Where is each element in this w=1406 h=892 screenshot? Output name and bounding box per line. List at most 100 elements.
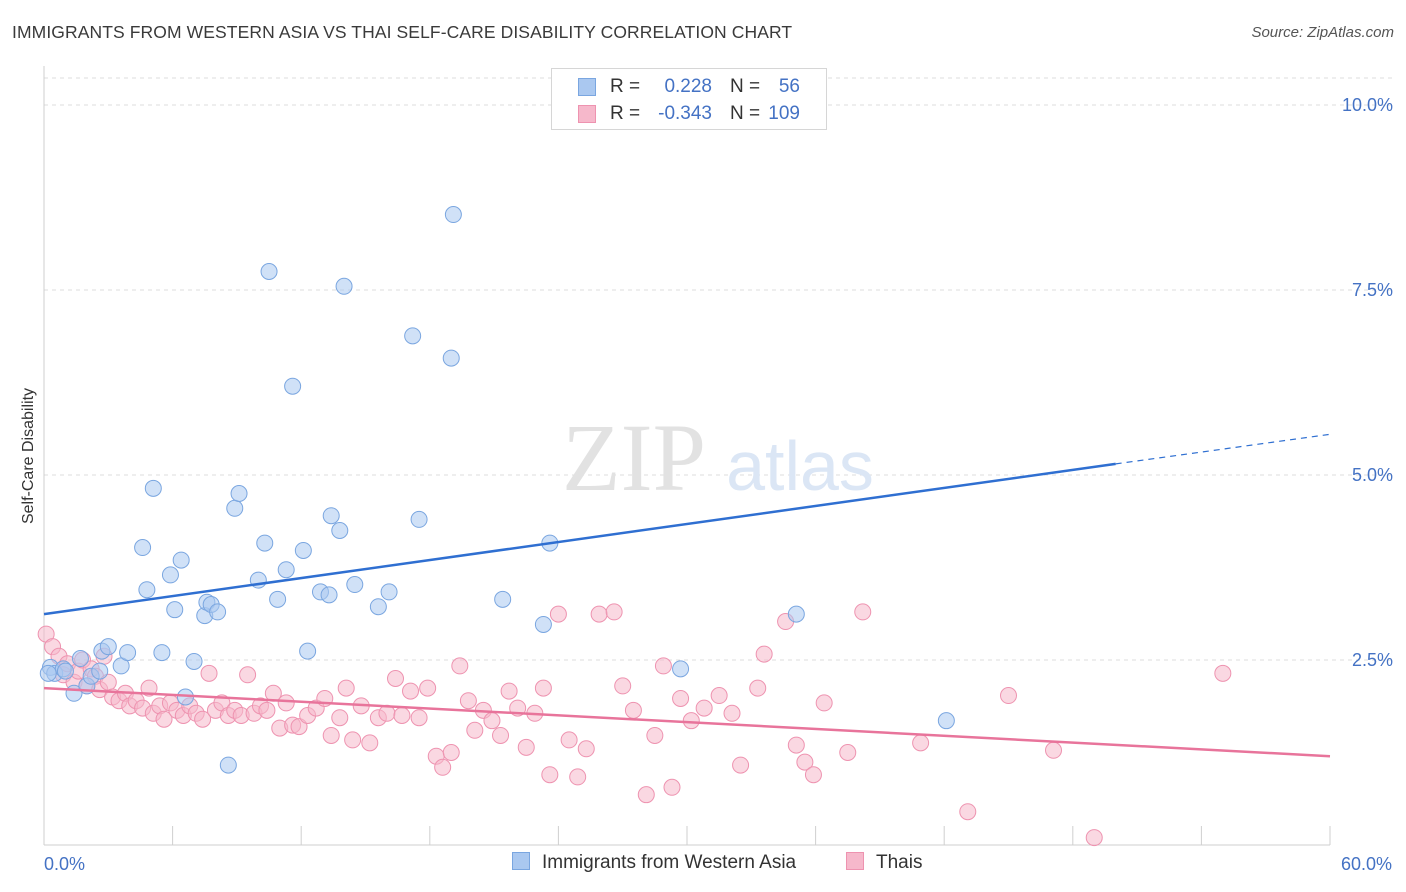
data-point [549, 605, 567, 623]
data-point [260, 263, 278, 280]
data-point [284, 377, 302, 395]
data-point [442, 744, 460, 761]
data-point [672, 689, 690, 707]
data-point [1214, 664, 1232, 682]
data-point [138, 581, 156, 599]
n-value: 56 [778, 76, 800, 97]
data-point [56, 662, 74, 680]
data-point [335, 277, 353, 295]
trend-line-western-asia [43, 462, 1116, 616]
data-point [419, 679, 437, 697]
data-point [134, 539, 152, 557]
data-point [682, 712, 700, 730]
data-point [155, 710, 173, 728]
data-point [387, 670, 405, 687]
legend-label: Immigrants from Western Asia [542, 852, 797, 873]
watermark-zip: ZIP [562, 404, 706, 511]
data-point [258, 701, 276, 719]
data-point [200, 664, 218, 682]
data-point [646, 726, 664, 744]
x-tick-label-min: 0.0% [44, 854, 85, 874]
data-point [494, 590, 512, 608]
correlation-legend: R = 0.228 N = 56 R = -0.343 N = 109 [551, 68, 827, 130]
n-label: N = [730, 103, 761, 124]
data-point [161, 566, 179, 584]
data-point [71, 650, 89, 668]
data-point [256, 534, 274, 552]
data-point [663, 778, 681, 796]
data-point [1085, 829, 1103, 847]
y-tick-labels: 2.5% 5.0% 7.5% 10.0% [1342, 95, 1393, 670]
series-western-asia [39, 206, 955, 774]
data-point [344, 731, 362, 749]
data-point [99, 638, 117, 656]
data-point [534, 679, 552, 697]
data-point [492, 726, 510, 744]
data-point [140, 679, 158, 697]
data-point [442, 349, 460, 367]
data-point [637, 786, 655, 804]
data-point [590, 605, 608, 623]
pink-swatch [846, 852, 864, 870]
r-label: R = [610, 76, 641, 97]
data-point [937, 712, 955, 730]
data-point [517, 738, 535, 756]
data-point [569, 768, 587, 786]
data-point [239, 666, 257, 684]
chart-source: Source: ZipAtlas.com [1251, 24, 1394, 41]
data-point [331, 709, 349, 727]
data-point [749, 679, 767, 697]
data-point [277, 694, 295, 712]
data-point [380, 583, 398, 601]
data-point [119, 644, 137, 662]
data-point [434, 758, 452, 776]
data-point [393, 707, 411, 724]
data-point [144, 479, 162, 497]
legend-row-western-asia: R = 0.228 N = 56 [552, 74, 826, 100]
data-point [404, 327, 422, 345]
data-point [277, 561, 295, 579]
y-tick-label: 5.0% [1352, 465, 1393, 485]
data-point [361, 734, 379, 752]
data-point [230, 485, 248, 502]
data-point [369, 598, 387, 616]
data-point [577, 740, 595, 758]
data-point [39, 664, 57, 682]
y-tick-label: 2.5% [1352, 650, 1393, 670]
data-point [541, 766, 559, 784]
r-label: R = [610, 103, 641, 124]
data-point [91, 662, 109, 680]
legend-row-thais: R = -0.343 N = 109 [552, 101, 826, 127]
legend-item-thais: Thais [846, 852, 922, 874]
data-point [500, 682, 518, 700]
data-point [839, 744, 857, 761]
data-point [346, 576, 364, 594]
data-point [732, 756, 750, 774]
y-tick-label: 10.0% [1342, 95, 1393, 115]
data-point [723, 704, 741, 722]
data-point [444, 206, 462, 224]
data-point [483, 712, 501, 730]
data-point [322, 507, 340, 525]
data-point [209, 603, 227, 621]
data-point [755, 645, 773, 663]
data-point [402, 682, 420, 700]
x-tick-label-max: 60.0% [1341, 854, 1392, 874]
n-value: 109 [768, 103, 800, 124]
data-point [1000, 687, 1017, 705]
data-point [299, 642, 317, 660]
data-point [796, 753, 814, 771]
data-point [466, 721, 484, 739]
data-point [605, 603, 623, 621]
data-point [219, 756, 237, 774]
chart-title: IMMIGRANTS FROM WESTERN ASIA VS THAI SEL… [12, 22, 793, 42]
data-point [166, 601, 184, 619]
data-point [294, 541, 312, 559]
data-point [269, 590, 287, 608]
data-point [194, 710, 212, 728]
data-point [854, 603, 872, 621]
series-legend: Immigrants from Western Asia Thais [0, 850, 1406, 880]
data-point [320, 586, 338, 604]
gridlines [44, 77, 1392, 661]
